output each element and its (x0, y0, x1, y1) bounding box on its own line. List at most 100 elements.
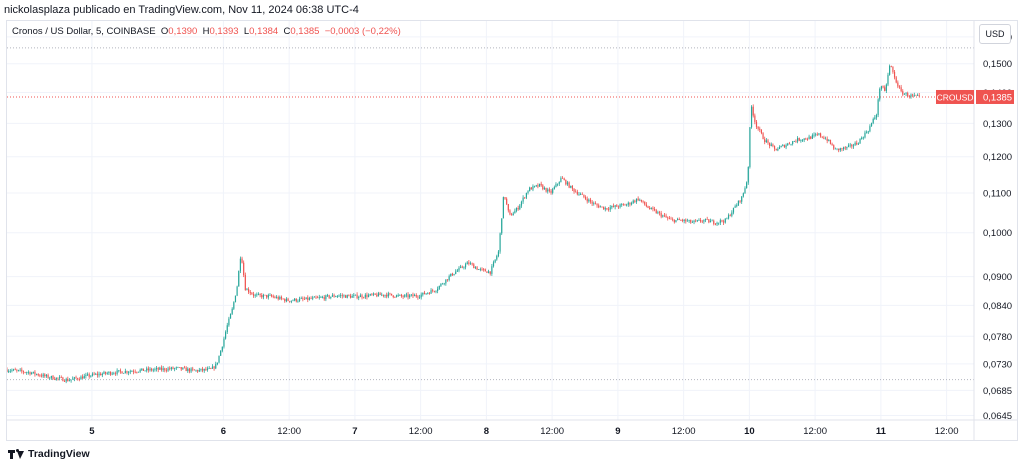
candle-body (461, 266, 463, 268)
candle-body (739, 200, 741, 202)
candle-body (331, 295, 334, 297)
candle-body (197, 370, 199, 372)
candle-body (491, 266, 493, 274)
candle-body (325, 295, 327, 300)
candle-body (552, 189, 554, 193)
candle-body (410, 294, 412, 296)
candle-body (826, 138, 828, 141)
candle-body (229, 313, 232, 319)
candle-body (915, 95, 917, 96)
candle-body (866, 132, 868, 134)
candle-body (778, 147, 781, 149)
candle-body (693, 220, 695, 223)
low-value: 0,1384 (249, 26, 279, 37)
symbol-title[interactable]: Cronos / US Dollar, 5, COINBASE (12, 26, 156, 37)
candle-body (307, 297, 309, 300)
candle-body (407, 294, 409, 298)
candle-body (732, 207, 735, 213)
candle-body (386, 294, 388, 297)
candle-body (867, 131, 869, 133)
candle-body (328, 295, 330, 298)
candle-body (261, 295, 263, 298)
x-tick-label: 7 (352, 426, 357, 437)
ohlc-legend[interactable]: Cronos / US Dollar, 5, COINBASE O0,1390 … (12, 26, 401, 37)
candle-body (103, 371, 105, 374)
candle-body (292, 300, 294, 302)
candle-body (63, 381, 66, 382)
candle-body (157, 368, 159, 370)
candle-body (864, 132, 866, 138)
candle-body (681, 220, 684, 221)
candle-body (634, 200, 636, 202)
candle-body (527, 191, 529, 193)
candle-body (101, 373, 103, 376)
candle-body (790, 143, 792, 145)
candle-body (506, 198, 508, 205)
candle-body (609, 207, 611, 210)
time-axis[interactable]: 5 6 12:00 7 12:00 8 12:00 9 12:00 10 12:00 11 12:00 (7, 419, 1018, 437)
candle-body (644, 201, 646, 205)
candle-body (466, 262, 468, 265)
candle-body (137, 371, 140, 373)
candle-body (829, 139, 832, 144)
candle-body (708, 219, 710, 223)
x-tick-label: 12:00 (803, 426, 827, 437)
candle-body (305, 297, 307, 300)
tradingview-brand: TradingView (28, 448, 90, 460)
price-axis[interactable]: 0,16000,15000,14000,13000,12000,11000,10… (973, 21, 1012, 441)
candle-body (621, 204, 623, 206)
candle-body (734, 206, 736, 208)
candle-body (558, 182, 560, 184)
candle-body (665, 215, 667, 218)
candle-body (395, 295, 398, 298)
candle-body (688, 219, 690, 221)
candle-body (100, 373, 102, 376)
candle-body (576, 191, 578, 195)
y-tick-label: 0,1500 (983, 59, 1012, 70)
candle-body (767, 140, 769, 143)
candle-body (392, 295, 394, 297)
candle-body (469, 263, 472, 265)
candle-body (70, 379, 72, 381)
candle-body (441, 283, 444, 285)
tradingview-footer[interactable]: TradingView (8, 447, 90, 461)
candle-body (629, 202, 631, 205)
candle-body (637, 198, 639, 201)
candle-body (806, 139, 809, 140)
candle-body (580, 194, 582, 195)
candle-body (32, 371, 34, 373)
candle-body (437, 288, 439, 291)
candle-body (187, 368, 189, 372)
candle-body (149, 368, 151, 371)
candle-body (114, 373, 117, 375)
currency-button[interactable]: USD (979, 24, 1011, 44)
candle-body (312, 297, 314, 299)
candle-body (420, 294, 422, 298)
candle-body (849, 144, 851, 146)
candle-body (905, 93, 907, 94)
x-tick-label: 8 (484, 426, 489, 437)
candle-body (244, 275, 246, 291)
candle-body (432, 290, 434, 291)
candle-body (657, 212, 659, 214)
candle-body (805, 138, 807, 140)
candle-body (831, 143, 833, 146)
candle-body (557, 183, 559, 185)
candle-body (300, 298, 302, 299)
candle-body (96, 373, 98, 376)
candle-body (302, 298, 304, 300)
candle-body (35, 374, 38, 375)
last-price-marker: CROUSD 0,1385 (936, 89, 1014, 104)
candle-body (387, 293, 389, 297)
candle-body (514, 210, 516, 214)
candle-body (803, 138, 805, 140)
candle-body (481, 268, 483, 270)
candle-body (275, 297, 278, 298)
candle-body (126, 371, 128, 373)
candle-body (24, 372, 26, 373)
candle-body (192, 368, 194, 370)
candle-body (691, 222, 693, 223)
candle-body (412, 294, 414, 297)
candle-body (898, 86, 901, 88)
